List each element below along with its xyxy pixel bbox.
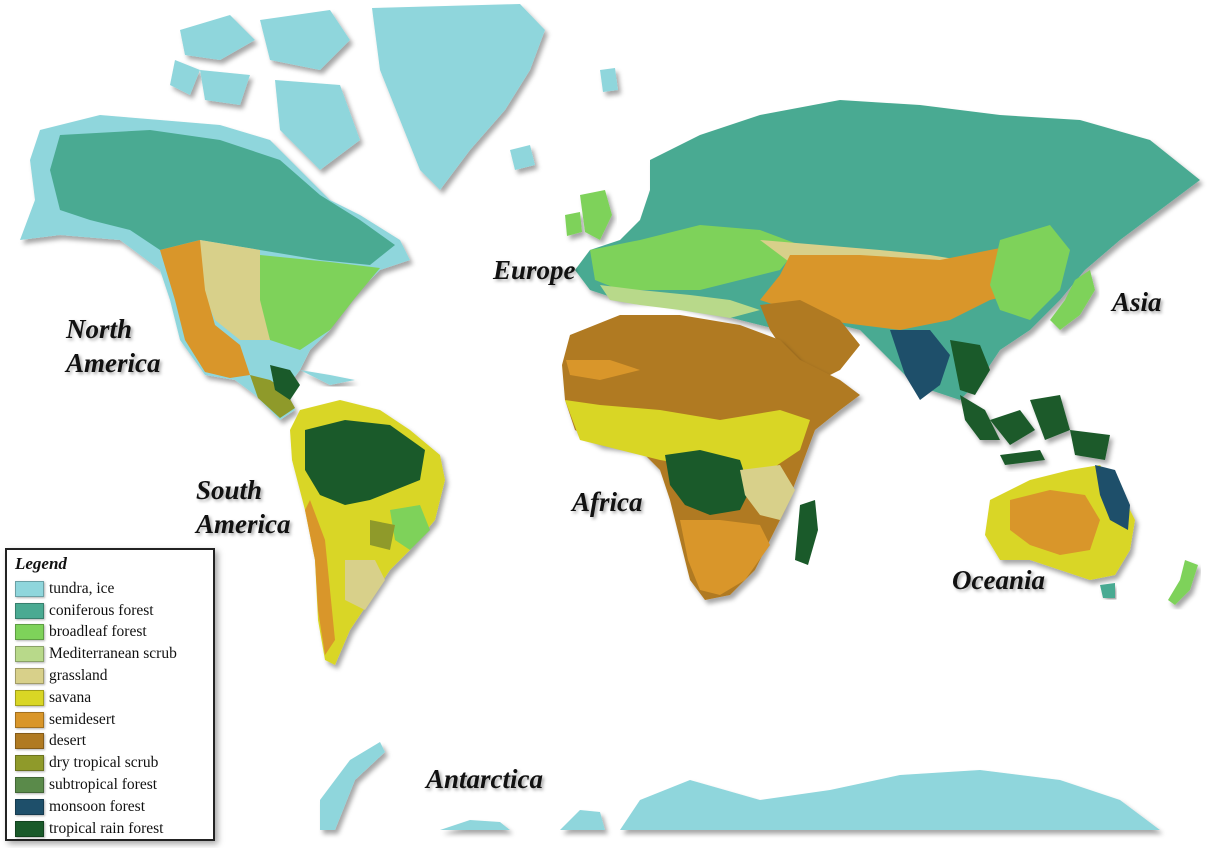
antarctica <box>320 742 1160 830</box>
legend-item: semidesert <box>11 709 209 731</box>
legend-item: coniferous forest <box>11 600 209 622</box>
legend-swatch <box>15 646 44 663</box>
legend-swatch <box>15 711 44 728</box>
greenland-ice <box>372 4 545 190</box>
legend-label: savana <box>49 688 92 706</box>
legend-item: savana <box>11 687 209 709</box>
legend-swatch <box>15 755 44 772</box>
eurasia <box>575 100 1200 400</box>
legend-label: monsoon forest <box>49 797 146 815</box>
legend-label: grassland <box>49 667 108 685</box>
legend-item: tundra, ice <box>11 578 209 600</box>
label-asia: Asia <box>1112 287 1162 317</box>
label-south-america: South America <box>196 475 291 539</box>
africa <box>562 315 860 600</box>
legend-item: Mediterranean scrub <box>11 643 209 665</box>
legend-label: semidesert <box>49 710 116 728</box>
legend-list: tundra, ice coniferous forest broadleaf fo… <box>11 578 209 840</box>
label-oceania: Oceania <box>952 565 1045 595</box>
legend-item: broadleaf forest <box>11 622 209 644</box>
legend-swatch <box>15 820 44 837</box>
legend-item: subtropical forest <box>11 774 209 796</box>
legend-item: dry tropical scrub <box>11 752 209 774</box>
legend-label: desert <box>49 732 87 750</box>
legend-swatch <box>15 689 44 706</box>
oceania <box>985 465 1198 605</box>
legend-label: coniferous forest <box>49 601 154 619</box>
legend-label: tundra, ice <box>49 579 115 597</box>
legend-swatch <box>15 602 44 619</box>
legend-swatch <box>15 777 44 794</box>
legend-item: tropical rain forest <box>11 818 209 840</box>
label-africa: Africa <box>572 487 643 517</box>
legend-swatch <box>15 668 44 685</box>
legend-label: broadleaf forest <box>49 623 147 641</box>
label-antarctica: Antarctica <box>426 764 544 794</box>
arctic-islands <box>170 10 618 170</box>
indonesia-islands <box>960 395 1110 465</box>
japan <box>1050 270 1095 330</box>
legend-item: monsoon forest <box>11 796 209 818</box>
label-europe: Europe <box>493 255 576 285</box>
legend-swatch <box>15 798 44 815</box>
legend-label: tropical rain forest <box>49 819 164 837</box>
legend-title: Legend <box>15 554 67 573</box>
south-america <box>290 400 445 665</box>
legend-label: dry tropical scrub <box>49 754 159 772</box>
label-north-america: North America <box>66 314 161 378</box>
legend: Legend tundra, ice coniferous forest broad… <box>5 548 215 841</box>
legend-item: grassland <box>11 665 209 687</box>
legend-swatch <box>15 624 44 641</box>
legend-item: desert <box>11 731 209 753</box>
legend-swatch <box>15 733 44 750</box>
british-isles <box>565 190 612 240</box>
legend-label: Mediterranean scrub <box>49 645 177 663</box>
north-america <box>20 115 410 420</box>
legend-label: subtropical forest <box>49 776 158 794</box>
legend-swatch <box>15 580 44 597</box>
